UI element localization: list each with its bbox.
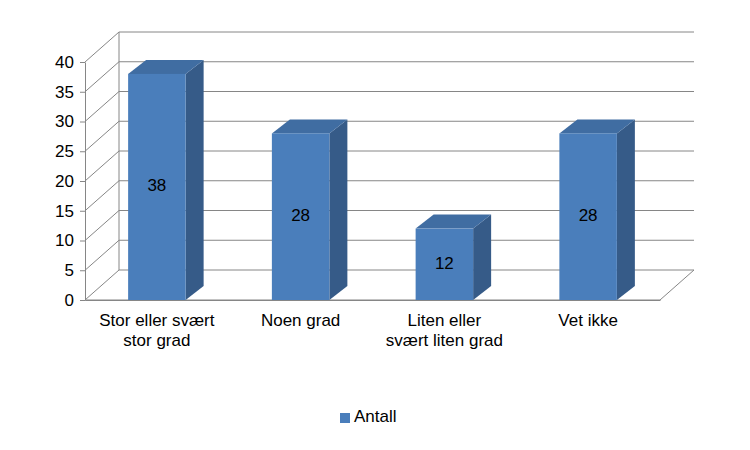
bar-front <box>272 133 330 300</box>
y-tick-mark <box>80 270 85 271</box>
y-tick-mark <box>80 181 85 182</box>
y-tick-mark <box>80 151 85 152</box>
x-tick-label: Noen grad <box>261 311 340 330</box>
y-tick: 0 <box>65 291 85 310</box>
y-tick-label: 25 <box>55 142 74 161</box>
legend-label: Antall <box>354 407 397 426</box>
y-tick-label: 35 <box>55 83 74 102</box>
bar <box>559 119 635 300</box>
y-tick: 15 <box>55 202 85 221</box>
y-tick: 20 <box>55 172 85 191</box>
y-tick-mark <box>80 122 85 123</box>
data-label: 38 <box>147 176 166 195</box>
x-axis-line <box>86 300 661 301</box>
y-tick-mark <box>80 62 85 63</box>
grid-line <box>85 32 694 62</box>
y-tick-label: 5 <box>65 261 74 280</box>
bar-side <box>473 215 491 300</box>
y-tick-label: 20 <box>55 172 74 191</box>
y-axis: 0 5 10 15 20 25 30 35 40 <box>55 53 85 310</box>
x-tick-label: Vet ikke <box>558 311 618 330</box>
grid <box>85 32 694 300</box>
y-tick-label: 10 <box>55 231 74 250</box>
bar-top <box>272 119 348 133</box>
x-tick: Vet ikke <box>558 300 618 330</box>
bar-top <box>128 60 204 74</box>
x-axis: Stor eller sværtstor grad Noen grad Liten … <box>86 300 661 350</box>
y-tick-label: 15 <box>55 202 74 221</box>
bar-front <box>416 229 474 300</box>
bars <box>128 60 635 300</box>
y-tick-label: 0 <box>65 291 74 310</box>
legend: Antall <box>340 407 397 426</box>
y-axis-line <box>85 63 86 301</box>
data-label: 28 <box>579 206 598 225</box>
y-tick-mark <box>80 300 85 301</box>
y-tick: 5 <box>65 261 85 280</box>
data-label: 28 <box>291 206 310 225</box>
bar <box>128 60 204 300</box>
chart: 0 5 10 15 20 25 30 35 40 Stor eller sværtstor gra… <box>0 0 750 450</box>
bar-front <box>128 74 186 300</box>
y-tick: 25 <box>55 142 85 161</box>
x-tick: Liten ellersvært liten grad <box>386 300 503 350</box>
data-label: 12 <box>435 254 454 273</box>
frame <box>85 32 694 300</box>
bar-side <box>617 119 635 300</box>
x-tick: Stor eller sværtstor grad <box>99 300 215 350</box>
bar-top <box>559 119 635 133</box>
legend-swatch <box>340 413 350 423</box>
y-tick-label: 30 <box>55 112 74 131</box>
bar-top <box>416 215 492 229</box>
floor-right-edge <box>660 270 694 300</box>
x-tick-label: Stor eller sværtstor grad <box>99 311 215 350</box>
data-labels: 38 28 12 28 <box>147 176 597 272</box>
y-tick: 35 <box>55 83 85 102</box>
x-tick-label: Liten ellersvært liten grad <box>386 311 503 350</box>
y-tick: 40 <box>55 53 85 72</box>
bar <box>416 215 492 300</box>
y-tick-label: 40 <box>55 53 74 72</box>
bar-front <box>559 133 617 300</box>
bar-side <box>329 119 347 300</box>
x-tick: Noen grad <box>261 300 340 330</box>
bar <box>272 119 348 300</box>
y-tick: 30 <box>55 112 85 131</box>
y-tick-mark <box>80 211 85 212</box>
y-tick: 10 <box>55 231 85 250</box>
y-tick-mark <box>80 92 85 93</box>
y-tick-mark <box>80 241 85 242</box>
bar-side <box>186 60 204 300</box>
